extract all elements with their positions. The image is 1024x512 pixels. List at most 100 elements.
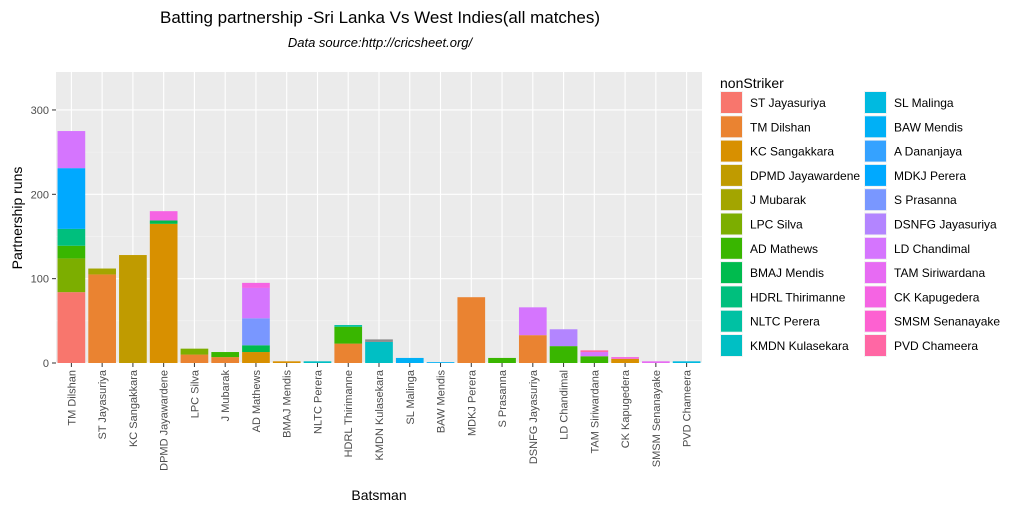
legend-label: AD Mathews xyxy=(750,242,818,256)
legend-label: LD Chandimal xyxy=(894,242,970,256)
bar-segment-bmaj-mendis-kc-sangakkara xyxy=(272,361,301,363)
bar-segment-ad-mathews-s-prasanna xyxy=(242,318,270,346)
x-tick-label: J Mubarak xyxy=(220,370,232,422)
legend-swatch xyxy=(865,92,886,113)
bar-segment-ck-kapugedera-ck-kapugedera xyxy=(611,357,639,359)
bar-segment-ld-chandimal-ad-mathews xyxy=(549,346,578,363)
bar-segment-ad-mathews-kc-sangakkara xyxy=(242,352,270,363)
x-tick-label: TM Dilshan xyxy=(66,370,78,426)
bar-segment-sl-malinga-baw-mendis xyxy=(395,357,424,363)
y-tick-label: 0 xyxy=(43,358,49,370)
legend-swatch xyxy=(865,286,886,308)
bar-segment-ad-mathews-bmaj-mendis xyxy=(242,345,270,353)
bar-segment-tm-dilshan-lpc-silva xyxy=(57,258,86,293)
legend-label: CK Kapugedera xyxy=(894,290,980,304)
bar-segment-tam-siriwardana-ad-mathews xyxy=(580,356,609,363)
bar-segment-kc-sangakkara-dpmd-jayawardene xyxy=(119,255,147,363)
bar-segment-nltc-perera-kmdn-kulasekara xyxy=(303,361,332,363)
bar-segment-dsnfg-jayasuriya-ld-chandimal xyxy=(518,307,547,336)
bar-segment-lpc-silva-lpc-silva xyxy=(180,348,209,355)
x-tick-label: AD Mathews xyxy=(251,370,263,433)
bar-segment-lpc-silva-tm-dilshan xyxy=(180,354,209,363)
legend-swatch xyxy=(721,140,742,162)
legend-swatch xyxy=(721,237,742,259)
legend-title: nonStriker xyxy=(720,75,784,91)
legend-swatch xyxy=(721,335,742,356)
x-tick-label: PVD Chameera xyxy=(682,369,694,447)
x-tick-label: HDRL Thirimanne xyxy=(343,370,355,457)
bar-segment-ck-kapugedera-kc-sangakkara xyxy=(611,358,639,363)
bar-segment-ad-mathews-ck-kapugedera xyxy=(242,282,270,288)
bar-segment-st-jayasuriya-j-mubarak xyxy=(88,268,116,275)
bar-segment-j-mubarak-tm-dilshan xyxy=(211,357,240,363)
legend-label: KC Sangakkara xyxy=(750,145,834,159)
x-tick-label: KC Sangakkara xyxy=(128,369,140,447)
x-tick-label: KMDN Kulasekara xyxy=(374,369,386,460)
legend-swatch xyxy=(721,92,742,113)
legend-label: MDKJ Perera xyxy=(894,169,966,183)
legend-swatch xyxy=(865,335,886,356)
y-tick-label: 100 xyxy=(31,274,49,286)
x-axis: TM Dilshan ST Jayasuriya KC Sangakkara DPMD… xyxy=(66,363,694,471)
x-tick-label: BAW Mendis xyxy=(436,370,448,434)
bar-segment-dpmd-jayawardene-kc-sangakkara xyxy=(149,223,178,363)
legend-label: SL Malinga xyxy=(894,96,954,110)
bar-segment-tam-siriwardana-ld-chandimal xyxy=(580,352,609,357)
legend: ST Jayasuriya TM Dilshan KC Sangakkara DPMD… xyxy=(720,91,1000,357)
legend-swatch xyxy=(721,164,742,186)
y-axis: 0 100 200 300 xyxy=(31,105,56,370)
chart-title: Batting partnership -Sri Lanka Vs West I… xyxy=(160,8,600,27)
x-tick-label: LD Chandimal xyxy=(559,370,571,440)
legend-label: SMSM Senanayake xyxy=(894,315,1000,329)
legend-swatch xyxy=(721,189,742,211)
legend-label: BAW Mendis xyxy=(894,120,963,134)
legend-swatch xyxy=(865,164,886,186)
bar-segment-dpmd-jayawardene-bmaj-mendis xyxy=(149,220,178,224)
bar-segment-pvd-chameera-sl-malinga xyxy=(672,361,701,363)
legend-label: HDRL Thirimanne xyxy=(750,290,846,304)
legend-swatch xyxy=(721,262,742,284)
x-tick-label: S Prasanna xyxy=(497,369,509,427)
x-tick-label: LPC Silva xyxy=(189,369,201,418)
legend-swatch xyxy=(721,310,742,332)
legend-label: BMAJ Mendis xyxy=(750,266,824,280)
bar-segment-kmdn-kulasekara-unlabeled xyxy=(365,339,393,342)
legend-label: TAM Siriwardana xyxy=(894,266,985,280)
y-tick-label: 300 xyxy=(31,105,49,117)
x-tick-label: MDKJ Perera xyxy=(466,369,478,436)
x-tick-label: SMSM Senanayake xyxy=(651,370,663,467)
x-axis-title: Batsman xyxy=(351,487,406,503)
x-tick-label: NLTC Perera xyxy=(312,369,324,434)
bar-segment-dsnfg-jayasuriya-tm-dilshan xyxy=(518,335,547,363)
bar-segment-hdrl-thirimanne-ad-mathews xyxy=(334,326,363,344)
legend-label: PVD Chameera xyxy=(894,339,978,353)
legend-swatch xyxy=(865,140,886,162)
legend-swatch xyxy=(865,116,886,138)
bar-segment-j-mubarak-ad-mathews xyxy=(211,352,240,358)
legend-swatch xyxy=(721,116,742,138)
legend-swatch xyxy=(865,262,886,284)
bar-segment-tm-dilshan-st-jayasuriya xyxy=(57,292,86,363)
bar-segment-ad-mathews-ld-chandimal xyxy=(242,287,270,319)
chart-subtitle: Data source:http://cricsheet.org/ xyxy=(288,35,474,50)
legend-label: LPC Silva xyxy=(750,218,803,232)
x-tick-label: SL Malinga xyxy=(405,369,417,425)
legend-label: DPMD Jayawardene xyxy=(750,169,860,183)
bar-segment-dpmd-jayawardene-ck-kapugedera xyxy=(149,211,178,221)
legend-label: DSNFG Jayasuriya xyxy=(894,218,997,232)
legend-label: TM Dilshan xyxy=(750,120,811,134)
bars-group xyxy=(57,131,701,363)
bar-segment-s-prasanna-ad-mathews xyxy=(488,357,516,363)
bar-segment-tm-dilshan-ad-mathews xyxy=(57,245,86,259)
bar-segment-baw-mendis-baw-mendis xyxy=(426,362,455,363)
legend-swatch xyxy=(721,213,742,235)
bar-segment-tm-dilshan-hdrl-thirimanne xyxy=(57,228,86,246)
legend-label: J Mubarak xyxy=(750,193,807,207)
legend-label: A Dananjaya xyxy=(894,145,962,159)
x-tick-label: BMAJ Mendis xyxy=(282,370,294,438)
legend-label: NLTC Perera xyxy=(750,315,820,329)
y-tick-label: 200 xyxy=(31,189,49,201)
x-tick-label: TAM Siriwardana xyxy=(589,369,601,453)
legend-swatch xyxy=(865,310,886,332)
